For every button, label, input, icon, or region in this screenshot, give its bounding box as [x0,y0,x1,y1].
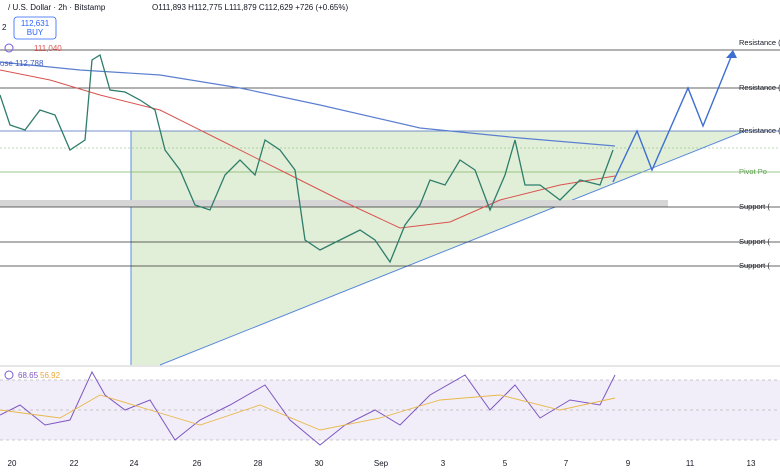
x-axis-label: 26 [193,459,202,468]
x-axis-label: 11 [686,459,695,468]
x-axis-label: 30 [315,459,324,468]
x-axis-label: 9 [626,459,631,468]
x-axis-label: 3 [441,459,446,468]
badge: 2 [2,23,7,32]
x-axis-label: 20 [8,459,17,468]
x-axis-label: 22 [70,459,79,468]
level-label: Support ( [739,237,770,246]
level-label: Support ( [739,261,770,270]
ohlc: O111,893 H112,775 L111,879 C112,629 +726… [152,3,348,12]
x-axis-label: 28 [254,459,263,468]
level-label: Resistance ( [739,126,780,135]
rsi-ma: 56.92 [40,371,61,380]
level-label: Pivot Po [739,167,767,176]
x-axis-label: 5 [503,459,508,468]
level-label: Resistance ( [739,38,780,47]
level-label: Support ( [739,202,770,211]
buy-label[interactable]: BUY [27,28,44,37]
symbol: / U.S. Dollar · 2h · Bitstamp [8,3,106,12]
x-axis-label: Sep [374,459,389,468]
buy-button[interactable] [13,16,57,40]
buy-price[interactable]: 112,631 [21,19,50,28]
x-axis-label: 13 [747,459,756,468]
x-axis-label: 7 [564,459,569,468]
rsi-value: 68.65 [18,371,39,380]
x-axis-label: 24 [130,459,139,468]
ma-blue: ose 112,788 [0,59,44,68]
ma-red: 111,040 [34,44,62,53]
level-label: Resistance ( [739,83,780,92]
